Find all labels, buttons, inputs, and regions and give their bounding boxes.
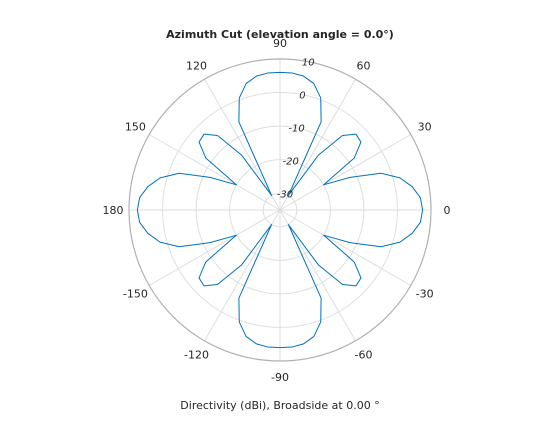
angle-tick-label: -120 [184, 349, 209, 362]
polar-grid [128, 58, 432, 362]
angle-tick-label: -150 [123, 288, 148, 301]
angular-grid-spoke [279, 209, 412, 286]
angular-grid-spoke [148, 209, 281, 286]
angle-tick-label: -90 [271, 371, 289, 384]
series-layer [136, 71, 424, 349]
angular-grid-spoke [148, 134, 281, 211]
angle-tick-label: 120 [186, 59, 207, 72]
chart-title: Azimuth Cut (elevation angle = 0.0°) [166, 28, 394, 41]
angle-tick-label: -60 [355, 349, 373, 362]
angle-tick-label: 180 [103, 204, 124, 217]
angle-tick-label: -30 [416, 288, 434, 301]
x-axis-label: Directivity (dBi), Broadside at 0.00 ° [180, 399, 379, 412]
radial-tick-label: 0 [299, 90, 305, 101]
angular-grid-spoke [204, 209, 281, 342]
angle-tick-label: 30 [418, 121, 432, 134]
radial-tick-label: -30 [277, 189, 293, 200]
label-layer: 0 30 60 90 120 150 180 -150 -120 -90 -60 -30 10 0 -10 -… [103, 37, 451, 384]
angular-grid-spoke [279, 134, 412, 211]
angle-tick-label: 0 [444, 204, 451, 217]
angular-grid-spoke [279, 209, 356, 342]
angle-tick-label: 150 [125, 121, 146, 134]
angle-tick-label: 90 [273, 37, 287, 50]
radial-tick-label: 10 [302, 57, 315, 68]
angular-grid-spoke [204, 78, 281, 211]
directivity-pattern-line [136, 71, 424, 349]
angle-tick-label: 60 [357, 59, 371, 72]
angular-grid-spoke [279, 78, 356, 211]
radial-tick-label: -10 [288, 123, 304, 134]
polar-outer-ring [128, 58, 432, 362]
radial-tick-label: -20 [283, 156, 299, 167]
